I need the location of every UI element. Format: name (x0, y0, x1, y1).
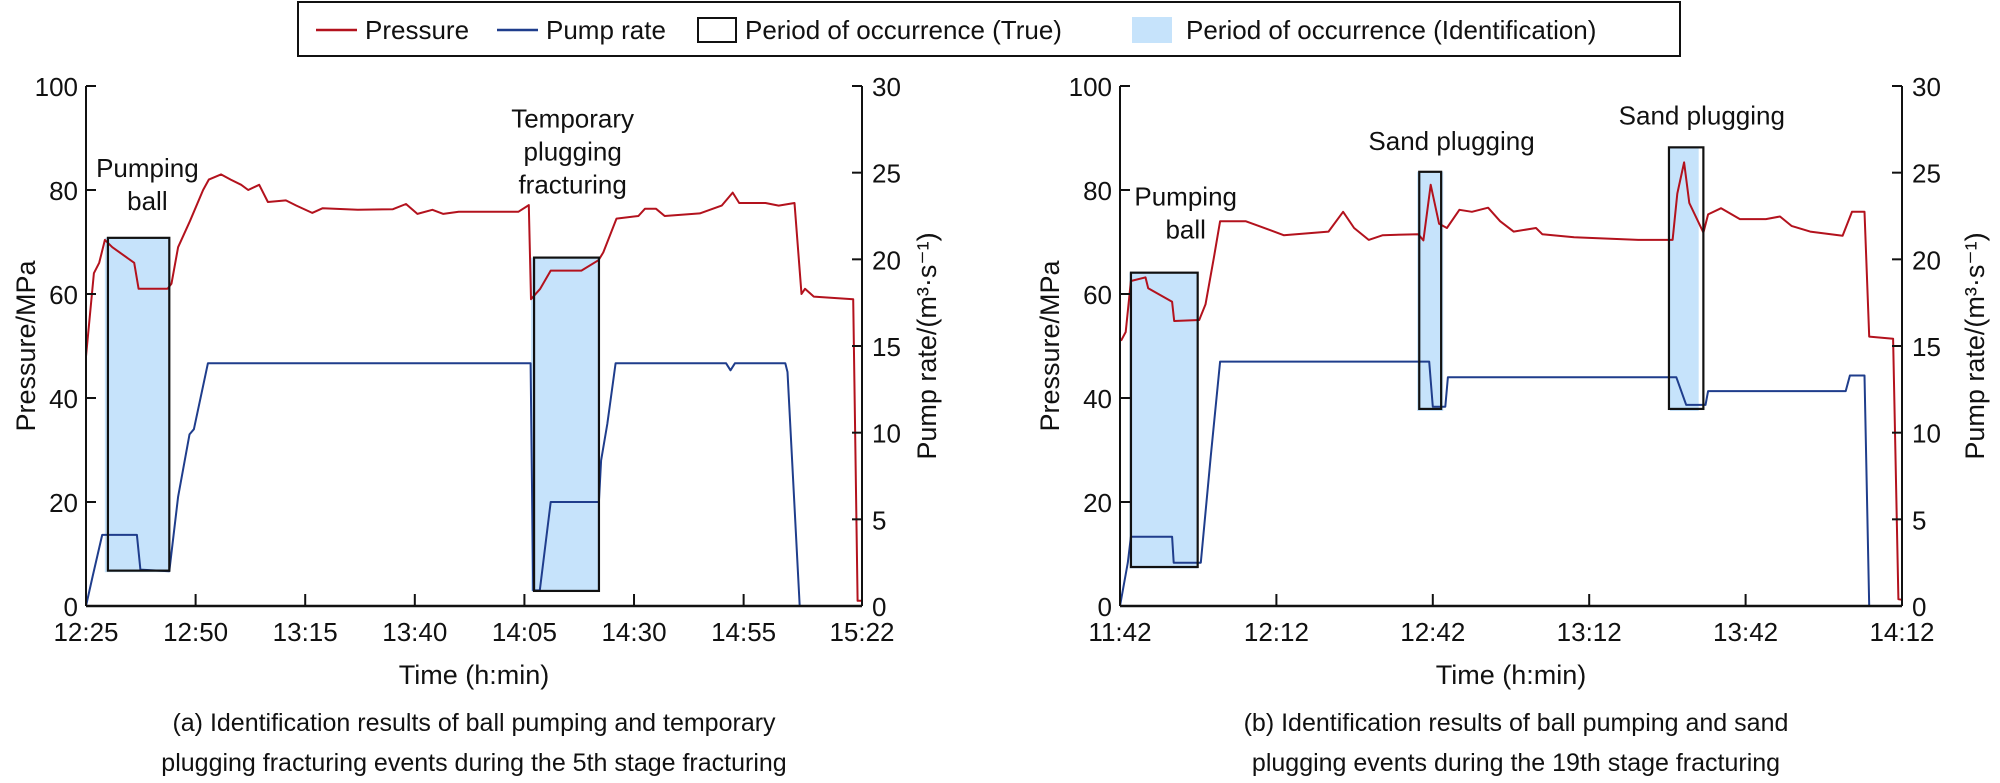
event-annotation: ball (1165, 215, 1205, 245)
y2-tick-label: 25 (872, 159, 901, 189)
y2-tick-label: 30 (1912, 72, 1941, 102)
identified-period-region (530, 257, 599, 591)
y-tick-label: 80 (49, 176, 78, 206)
identified-period-region (104, 237, 170, 573)
y-tick-label: 60 (49, 280, 78, 310)
y-tick-label: 40 (1083, 384, 1112, 414)
y-tick-label: 20 (1083, 488, 1112, 518)
y-tick-label: 80 (1083, 176, 1112, 206)
event-annotation: Sand plugging (1619, 100, 1785, 130)
panel-caption: plugging events during the 19th stage fr… (1252, 749, 1780, 777)
y2-tick-label: 20 (872, 245, 901, 275)
y2-tick-label: 0 (1912, 592, 1926, 622)
y2-tick-label: 10 (872, 419, 901, 449)
y-tick-label: 40 (49, 384, 78, 414)
legend-identified-label: Period of occurrence (Identification) (1186, 15, 1596, 45)
y2-tick-label: 5 (1912, 505, 1926, 535)
x-tick-label: 12:25 (53, 617, 118, 647)
x-tick-label: 13:15 (273, 617, 338, 647)
y-tick-label: 100 (1069, 72, 1112, 102)
true-period-box (1667, 146, 1705, 411)
event-annotation: Temporary (511, 104, 634, 134)
legend-true-label: Period of occurrence (True) (745, 15, 1062, 45)
y2-tick-label: 15 (872, 332, 901, 362)
panel-caption: (b) Identification results of ball pumpi… (1244, 709, 1789, 737)
pump-rate-line (85, 362, 801, 607)
y-axis-title: Pressure/MPa (1035, 259, 1065, 431)
y2-tick-label: 25 (1912, 159, 1941, 189)
x-tick-label: 13:12 (1557, 617, 1622, 647)
identified-period-region (1129, 272, 1198, 569)
y-tick-label: 0 (1098, 592, 1112, 622)
legend-pump-label: Pump rate (546, 15, 666, 45)
x-tick-label: 14:12 (1869, 617, 1934, 647)
event-annotation: ball (127, 186, 167, 216)
x-tick-label: 12:12 (1244, 617, 1309, 647)
x-tick-label: 14:55 (711, 617, 776, 647)
x-axis-title: Time (h:min) (1436, 660, 1587, 690)
y2-tick-label: 10 (1912, 419, 1941, 449)
pressure-line (1120, 161, 1903, 601)
x-tick-label: 11:42 (1088, 617, 1151, 647)
true-period-box (106, 236, 171, 572)
y-tick-label: 20 (49, 488, 78, 518)
y-tick-label: 100 (35, 72, 78, 102)
x-tick-label: 12:50 (163, 617, 228, 647)
x-tick-label: 14:30 (601, 617, 666, 647)
legend: Pressure Pump rate Period of occurrence … (297, 1, 1681, 57)
pump-rate-line (1119, 360, 1871, 607)
legend-pressure-label: Pressure (365, 15, 469, 45)
y2-tick-label: 30 (872, 72, 901, 102)
pressure-line (85, 173, 862, 602)
panel-caption: (a) Identification results of ball pumpi… (172, 709, 776, 737)
y2-axis-title: Pump rate/(m³·s⁻¹) (1960, 232, 1990, 459)
panel-caption: plugging fracturing events during the 5t… (161, 749, 786, 777)
true-period-box (1129, 271, 1199, 569)
event-annotation: plugging (523, 137, 621, 167)
event-annotation: Pumping (96, 153, 199, 183)
y2-tick-label: 15 (1912, 332, 1941, 362)
x-tick-label: 13:42 (1713, 617, 1778, 647)
event-annotation: fracturing (518, 170, 626, 200)
identified-period-region (1670, 147, 1699, 412)
chart-panel-b: 0 20 40 60 80 100 0 5 10 15 20 25 30 11:42 12:12 12:42 1… (1035, 72, 1990, 777)
x-tick-label: 15:22 (829, 617, 894, 647)
true-period-box (1418, 170, 1443, 411)
x-tick-label: 13:40 (382, 617, 447, 647)
y2-tick-label: 0 (872, 592, 886, 622)
y2-tick-label: 5 (872, 505, 886, 535)
x-axis-title: Time (h:min) (399, 660, 550, 690)
y2-axis-title: Pump rate/(m³·s⁻¹) (912, 232, 942, 459)
chart-panel-a: 0 20 40 60 80 100 0 5 10 15 20 25 30 12:25 12:50 13:15 1… (11, 72, 942, 777)
legend-identified-swatch (1132, 17, 1172, 43)
x-tick-label: 12:42 (1400, 617, 1465, 647)
event-annotation: Sand plugging (1368, 126, 1534, 156)
y-tick-label: 60 (1083, 280, 1112, 310)
legend-true-swatch (697, 17, 737, 43)
true-period-box (532, 256, 601, 593)
y-axis-title: Pressure/MPa (11, 259, 41, 431)
x-tick-label: 14:05 (492, 617, 557, 647)
y-tick-label: 0 (64, 592, 78, 622)
y2-tick-label: 20 (1912, 245, 1941, 275)
event-annotation: Pumping (1134, 182, 1237, 212)
